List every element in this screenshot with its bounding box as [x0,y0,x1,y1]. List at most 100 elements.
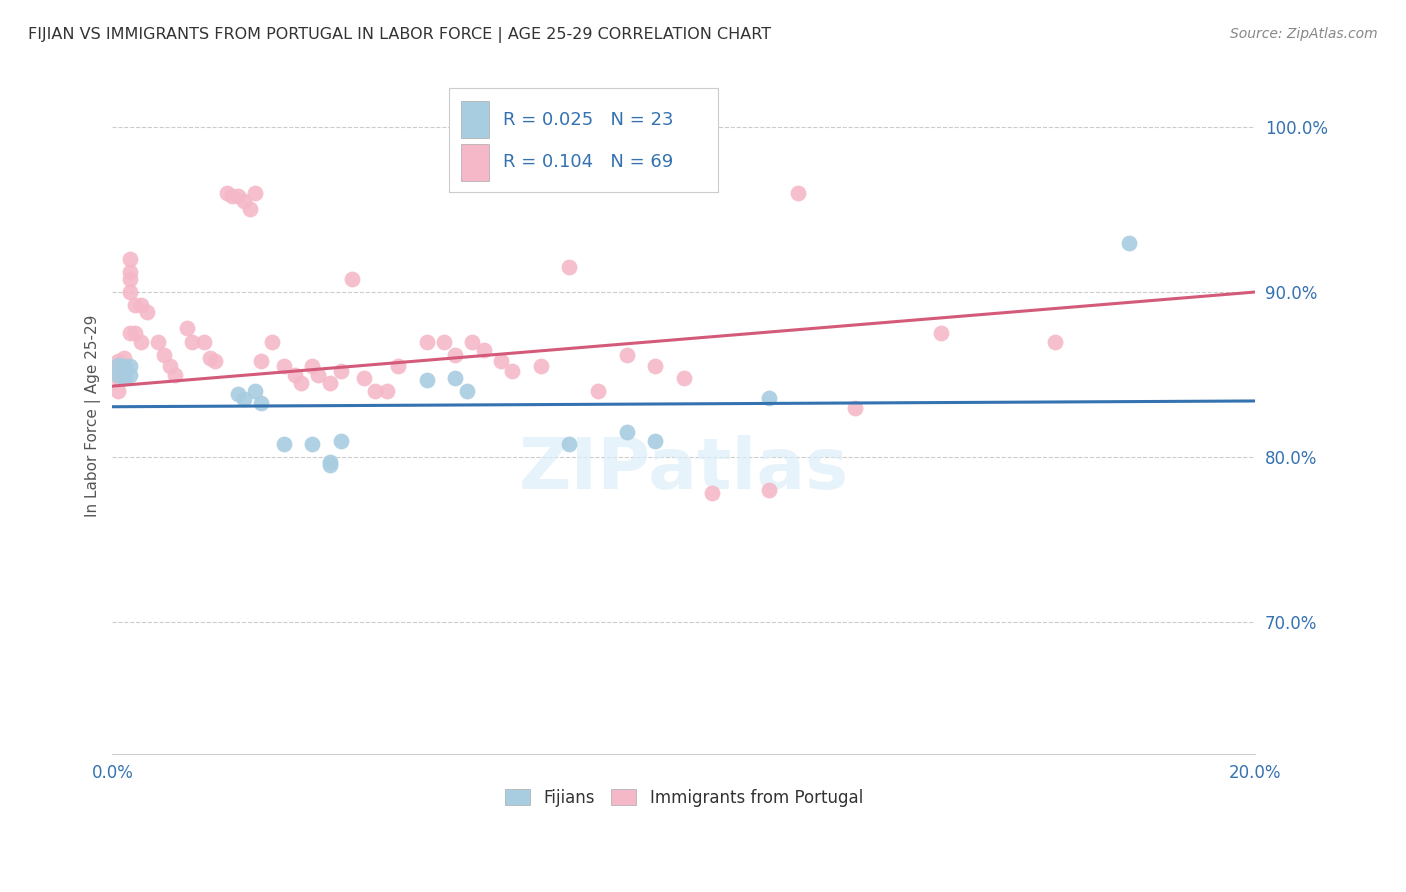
Point [558,260,581,275]
Point [415,334,437,349]
Text: R = 0.104   N = 69: R = 0.104 N = 69 [503,153,673,171]
Point [118,285,141,299]
Point [644,434,666,448]
Point [290,376,312,390]
Text: Source: ZipAtlas.com: Source: ZipAtlas.com [1230,27,1378,41]
Point [616,348,638,362]
Point [262,334,284,349]
Point [461,334,484,349]
Point [232,194,254,209]
Point [387,359,409,374]
Text: R = 0.025   N = 23: R = 0.025 N = 23 [503,111,673,128]
Y-axis label: In Labor Force | Age 25-29: In Labor Force | Age 25-29 [86,315,101,517]
Point [301,359,323,374]
Point [112,359,135,374]
Point [107,368,129,382]
Point [415,372,437,386]
Point [112,351,135,365]
Point [107,359,129,374]
Point [124,326,146,341]
Point [444,348,467,362]
Point [112,371,135,385]
Point [181,334,204,349]
Point [318,376,340,390]
Point [107,368,129,382]
Point [226,189,249,203]
Point [118,265,141,279]
Point [301,437,323,451]
Text: FIJIAN VS IMMIGRANTS FROM PORTUGAL IN LABOR FORCE | AGE 25-29 CORRELATION CHART: FIJIAN VS IMMIGRANTS FROM PORTUGAL IN LA… [28,27,772,43]
Point [107,354,129,368]
Point [364,384,387,398]
Point [433,334,456,349]
Point [129,298,152,312]
Point [307,368,329,382]
Point [558,437,581,451]
Point [284,368,307,382]
Point [250,354,273,368]
Point [245,384,267,398]
Point [232,392,254,407]
Point [375,384,398,398]
Point [118,326,141,341]
Point [787,186,810,200]
Point [112,371,135,385]
Point [672,371,695,385]
Point [758,391,780,405]
Point [1118,235,1140,250]
Point [221,189,243,203]
Point [124,298,146,312]
Point [342,272,364,286]
Point [238,202,260,217]
Point [245,186,267,200]
Point [329,434,352,448]
Point [165,368,187,382]
Point [107,358,129,372]
Point [1043,334,1066,349]
Point [702,486,724,500]
Point [616,425,638,440]
Legend: Fijians, Immigrants from Portugal: Fijians, Immigrants from Portugal [498,782,869,814]
Point [118,272,141,286]
Point [456,384,478,398]
Point [107,371,129,385]
Point [758,483,780,497]
Point [273,359,295,374]
Point [118,359,141,374]
Point [107,359,129,374]
Point [530,359,553,374]
Point [107,384,129,398]
Point [159,359,181,374]
Point [204,354,226,368]
Point [112,359,135,374]
Point [501,364,523,378]
FancyBboxPatch shape [461,101,489,138]
Point [176,321,198,335]
Point [472,343,495,357]
Point [118,252,141,266]
Point [644,359,666,374]
FancyBboxPatch shape [450,87,718,193]
Point [193,334,215,349]
Point [215,186,238,200]
Point [844,401,866,415]
Point [353,371,375,385]
Point [129,334,152,349]
Point [273,437,295,451]
Point [198,351,221,365]
Point [586,384,609,398]
Point [112,364,135,378]
Point [489,354,512,368]
Point [153,348,176,362]
Point [318,455,340,469]
Point [118,368,141,382]
Point [318,458,340,473]
Point [135,305,157,319]
Point [250,395,273,409]
Point [226,387,249,401]
Point [444,371,467,385]
Point [329,364,352,378]
FancyBboxPatch shape [461,144,489,181]
Text: ZIPatlas: ZIPatlas [519,435,849,505]
Point [146,334,169,349]
